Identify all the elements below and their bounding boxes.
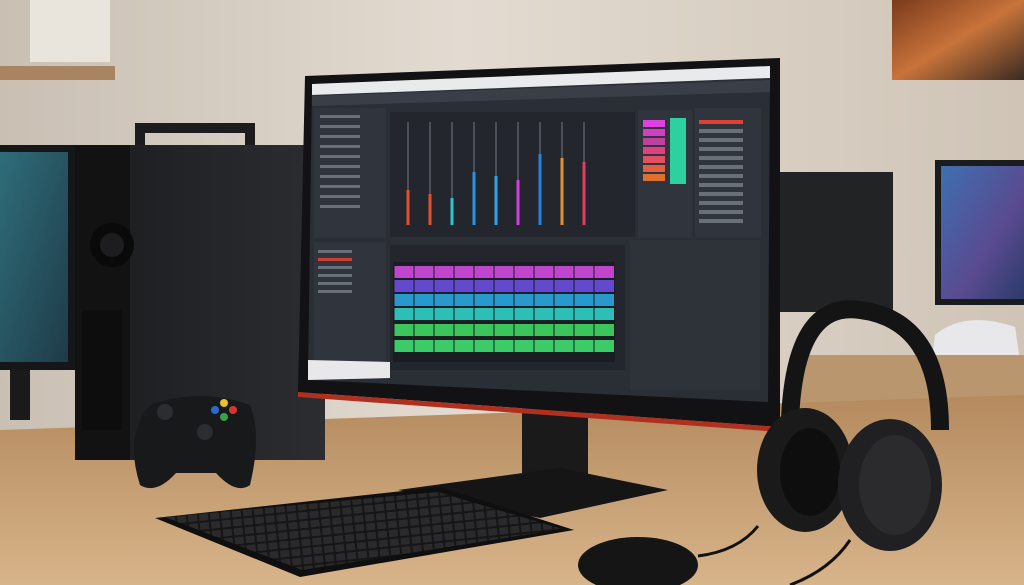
sidebar-row [318, 250, 352, 253]
meter-segment [643, 147, 665, 154]
fader-level [428, 194, 432, 225]
track-lane [394, 308, 614, 320]
list-row [699, 201, 743, 205]
fader-level [450, 198, 454, 225]
game-controller-part [220, 399, 228, 407]
sidebar-row [320, 115, 360, 118]
meter-segment [643, 138, 665, 145]
main-monitor-part [390, 112, 635, 237]
left-monitor-part [0, 152, 68, 362]
pc-case-part [82, 310, 122, 430]
fader-level [406, 190, 410, 225]
list-row [699, 183, 743, 187]
track-lane [394, 280, 614, 292]
game-controller-part [211, 406, 219, 414]
game-controller-part [220, 413, 228, 421]
main-monitor-part [312, 80, 770, 106]
main-monitor-part [298, 392, 780, 432]
track-lane [394, 324, 614, 336]
track-lane [394, 266, 614, 278]
main-monitor-part [308, 360, 390, 380]
monitor-stand [398, 405, 668, 518]
meter-segment [643, 165, 665, 172]
monitor-stand-part [398, 468, 668, 518]
main-monitor-part [312, 66, 770, 95]
left-monitor-part [10, 370, 30, 420]
game-controller-part [229, 406, 237, 414]
right-monitors [775, 160, 1024, 367]
fader-level [582, 162, 586, 225]
fader-level [516, 180, 520, 225]
sidebar-row [320, 135, 360, 138]
main-monitor-part [318, 115, 743, 293]
meter-segment [643, 174, 665, 181]
main-monitor-part [314, 108, 386, 238]
main-monitor-part [393, 264, 614, 360]
headphones [757, 300, 949, 585]
pc-case-part [100, 233, 124, 257]
left-monitor [0, 145, 76, 420]
mouse [578, 525, 760, 585]
sidebar-row [320, 165, 360, 168]
fader-level [494, 176, 498, 225]
pc-case-part [135, 123, 255, 145]
sidebar-row [320, 145, 360, 148]
fader-level [538, 154, 542, 225]
headphones-part [789, 539, 852, 585]
main-monitor [298, 58, 780, 432]
meter-segment [643, 156, 665, 163]
sidebar-row [320, 185, 360, 188]
list-row [699, 174, 743, 178]
sidebar-row [318, 290, 352, 293]
list-row [699, 120, 743, 124]
keyboard-part [165, 492, 562, 570]
list-row [699, 147, 743, 151]
shelf [0, 66, 115, 80]
headphones-part [780, 428, 840, 516]
game-controller [133, 396, 256, 489]
sidebar-row [318, 266, 352, 269]
meter-bar [670, 118, 686, 184]
game-controller-part [157, 404, 173, 420]
meter-segment [643, 120, 665, 127]
sidebar-row [320, 155, 360, 158]
list-row [699, 219, 743, 223]
sidebar-row [318, 282, 352, 285]
sidebar-row [318, 274, 352, 277]
right-monitors-part [941, 166, 1024, 299]
mouse-part [697, 525, 760, 558]
fader-level [560, 158, 564, 225]
list-row [699, 165, 743, 169]
sidebar-row [320, 205, 360, 208]
painting [892, 0, 1024, 80]
track-lane [394, 340, 614, 352]
list-row [699, 192, 743, 196]
sidebar-row [320, 125, 360, 128]
sidebar-row [320, 175, 360, 178]
list-row [699, 138, 743, 142]
headphones-part [781, 300, 949, 431]
main-monitor-part [406, 122, 586, 225]
track-lane [394, 294, 614, 306]
keyboard [155, 487, 574, 577]
list-row [699, 129, 743, 133]
sidebar-row [320, 195, 360, 198]
meter-segment [643, 129, 665, 136]
frame [30, 0, 110, 62]
main-monitor-part [314, 242, 386, 362]
list-row [699, 210, 743, 214]
fader-level [472, 172, 476, 225]
main-monitor-part [630, 240, 760, 390]
main-monitor-part [695, 108, 761, 238]
right-monitors-part [775, 172, 893, 312]
list-row [699, 156, 743, 160]
sidebar-row [318, 258, 352, 261]
mouse-part [578, 537, 698, 585]
game-controller-part [197, 424, 213, 440]
headphones-part [859, 435, 931, 535]
